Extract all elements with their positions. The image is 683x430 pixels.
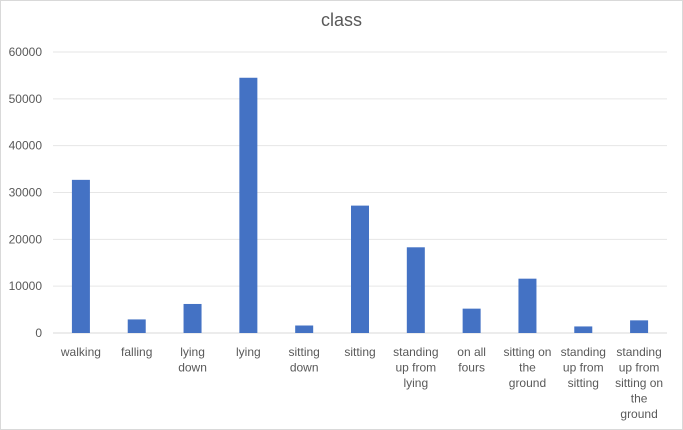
bar xyxy=(239,77,258,333)
x-category-label: lying xyxy=(236,345,261,359)
x-category-label: sitting on the ground xyxy=(503,345,551,390)
y-tick-label: 10000 xyxy=(9,279,43,293)
bar xyxy=(351,205,369,333)
x-category-label: lying down xyxy=(178,345,207,375)
x-category-label: sitting xyxy=(344,345,375,359)
bar xyxy=(574,326,593,333)
x-category-label: on all fours xyxy=(457,345,486,375)
bar xyxy=(127,319,146,333)
bar xyxy=(630,320,649,333)
y-tick-label: 60000 xyxy=(9,45,43,59)
x-axis-category-labels: walking falling lying down lying sitting down s… xyxy=(60,345,663,421)
bars xyxy=(71,77,649,333)
x-category-label: sitting down xyxy=(289,345,320,375)
y-tick-label: 20000 xyxy=(9,232,43,246)
y-tick-label: 50000 xyxy=(9,92,43,106)
x-category-label: standing up from lying xyxy=(393,345,438,390)
x-category-label: walking xyxy=(60,345,101,359)
x-category-label: falling xyxy=(121,345,152,359)
chart-title: class xyxy=(320,10,362,30)
x-category-label: standing up from sitting on the ground xyxy=(615,345,663,421)
bar xyxy=(462,308,481,333)
y-tick-label: 40000 xyxy=(9,139,43,153)
bar xyxy=(295,325,314,333)
bar xyxy=(406,247,425,333)
y-axis-tick-labels: 0 10000 20000 30000 40000 50000 60000 xyxy=(9,45,43,340)
bar xyxy=(518,278,537,333)
y-tick-label: 0 xyxy=(35,326,42,340)
bar xyxy=(183,303,202,333)
bar xyxy=(71,179,90,333)
y-tick-label: 30000 xyxy=(9,186,43,200)
x-category-label: standing up from sitting xyxy=(561,345,606,390)
